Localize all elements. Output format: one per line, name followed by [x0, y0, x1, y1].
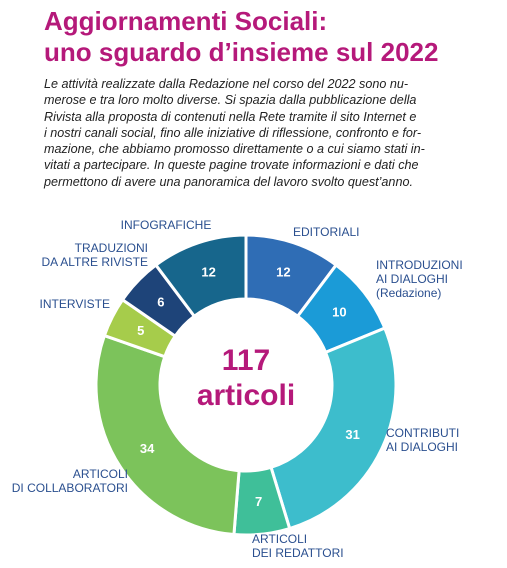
value-label: 6 — [157, 295, 164, 310]
value-label: 10 — [332, 304, 346, 319]
category-label: TRADUZIONI DA ALTRE RIVISTE — [41, 241, 148, 269]
category-label: CONTRIBUTI AI DIALOGHI — [386, 426, 460, 454]
category-label: ARTICOLI DI COLLABORATORI — [11, 467, 128, 495]
category-label: INTRODUZIONI AI DIALOGHI (Redazione) — [376, 258, 463, 300]
intro-text: Le attività realizzate dalla Redazione n… — [44, 77, 425, 189]
center-label: articoli — [197, 379, 295, 412]
category-label: ARTICOLI DEI REDATTORI — [252, 532, 344, 560]
value-label: 34 — [140, 441, 155, 456]
value-label: 5 — [137, 323, 144, 338]
value-label: 12 — [276, 265, 290, 280]
category-label: INTERVISTE — [39, 297, 110, 311]
donut-segment — [153, 233, 248, 319]
category-label: INFOGRAFICHE — [120, 218, 212, 232]
center-value: 117 — [222, 344, 270, 377]
value-label: 31 — [345, 427, 359, 442]
value-label: 7 — [255, 494, 262, 509]
title: Aggiornamenti Sociali: uno sguardo d’ins… — [44, 6, 439, 67]
donut-segment — [94, 333, 241, 537]
category-label: EDITORIALI — [293, 225, 360, 239]
value-label: 12 — [201, 265, 215, 280]
donut-segment — [269, 326, 398, 531]
